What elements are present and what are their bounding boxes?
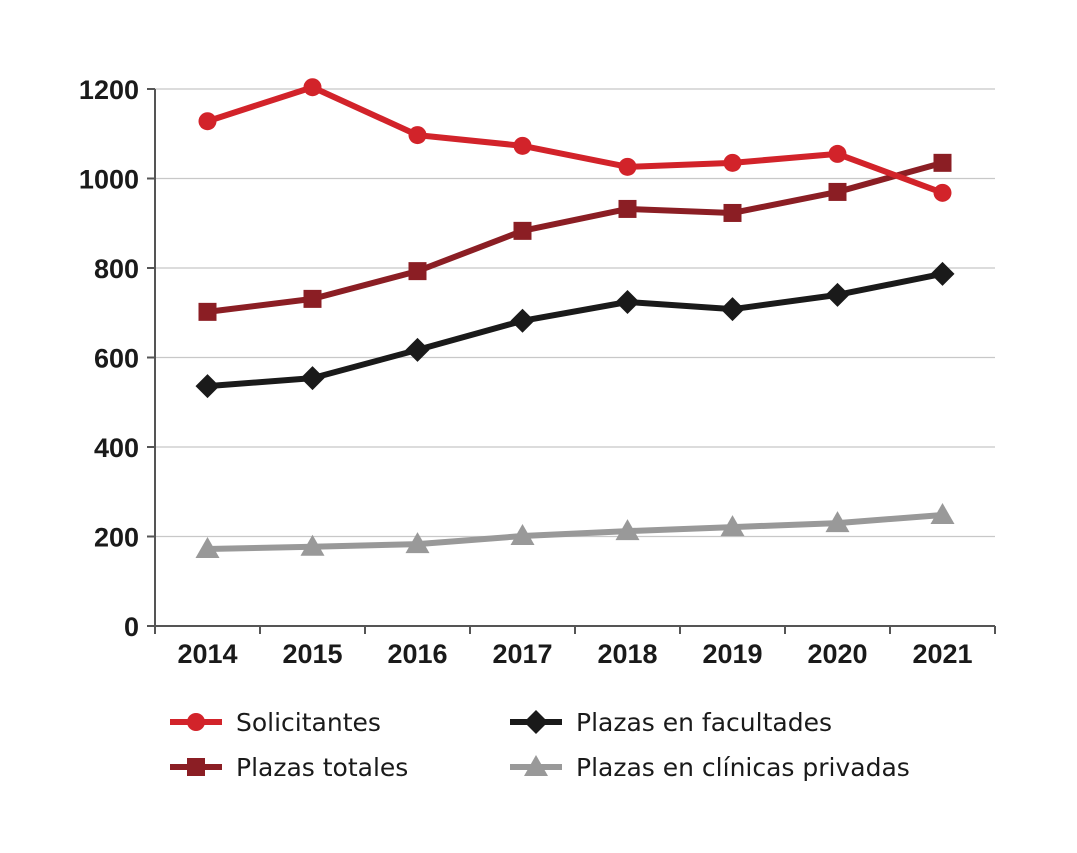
data-point (933, 153, 952, 172)
data-point (198, 112, 217, 131)
data-point (510, 308, 535, 333)
x-tick-label: 2019 (702, 639, 762, 669)
x-tick-label: 2016 (387, 639, 447, 669)
data-point (825, 282, 850, 307)
x-tick-label: 2021 (912, 639, 972, 669)
data-point (405, 532, 430, 554)
data-point (300, 534, 325, 556)
series-line (207, 512, 943, 553)
y-tick-label: 1000 (79, 165, 139, 195)
data-point (933, 183, 952, 202)
series-line (207, 159, 944, 315)
series-line (207, 270, 944, 390)
data-point (828, 182, 847, 201)
x-tick-label: 2020 (807, 639, 867, 669)
legend-item: Plazas en facultades (510, 708, 832, 737)
y-tick-label: 600 (94, 344, 139, 374)
data-point (615, 290, 640, 315)
data-point (303, 78, 322, 97)
data-point (723, 153, 742, 172)
legend-marker-triangle-icon (524, 755, 548, 776)
y-tick-label: 800 (94, 254, 139, 284)
legend-label: Solicitantes (236, 708, 381, 737)
legend-label: Plazas en clínicas privadas (576, 753, 910, 782)
x-tick-label: 2018 (597, 639, 657, 669)
series-plazas-en-clinicas-privadas (195, 503, 955, 559)
data-point (198, 302, 217, 321)
data-point (930, 503, 955, 525)
legend-item: Plazas en clínicas privadas (510, 753, 910, 782)
legend-marker-square-icon (187, 758, 205, 776)
x-tick-label: 2015 (282, 639, 342, 669)
series-line (206, 84, 944, 196)
data-point (825, 511, 850, 533)
data-point (513, 136, 532, 155)
series-plazas-en-facultades (195, 261, 955, 399)
y-tick-label: 400 (94, 433, 139, 463)
data-point (828, 144, 847, 163)
data-point (513, 221, 532, 240)
data-point (930, 261, 955, 286)
legend-marker-diamond-icon (524, 710, 548, 734)
data-point (408, 126, 427, 145)
data-point (618, 157, 637, 176)
legend-item: Solicitantes (170, 708, 381, 737)
y-tick-label: 200 (94, 523, 139, 553)
data-point (618, 199, 637, 218)
legend-label: Plazas totales (236, 753, 408, 782)
data-point (720, 297, 745, 322)
y-tick-label: 0 (124, 612, 139, 642)
data-point (405, 337, 430, 362)
data-point (615, 519, 640, 541)
series-plazas-totales (198, 153, 952, 321)
legend-marker-circle-icon (187, 713, 205, 731)
data-point (195, 537, 220, 559)
legend-label: Plazas en facultades (576, 708, 832, 737)
data-point (720, 515, 745, 537)
data-point (303, 289, 322, 308)
data-point (300, 366, 325, 391)
data-point (195, 374, 220, 399)
data-point (510, 524, 535, 546)
data-point (408, 262, 427, 281)
x-tick-label: 2017 (492, 639, 552, 669)
data-point (723, 203, 742, 222)
x-tick-label: 2014 (177, 639, 237, 669)
y-tick-label: 1200 (79, 75, 139, 105)
series-solicitantes (198, 78, 952, 202)
legend-item: Plazas totales (170, 753, 408, 782)
